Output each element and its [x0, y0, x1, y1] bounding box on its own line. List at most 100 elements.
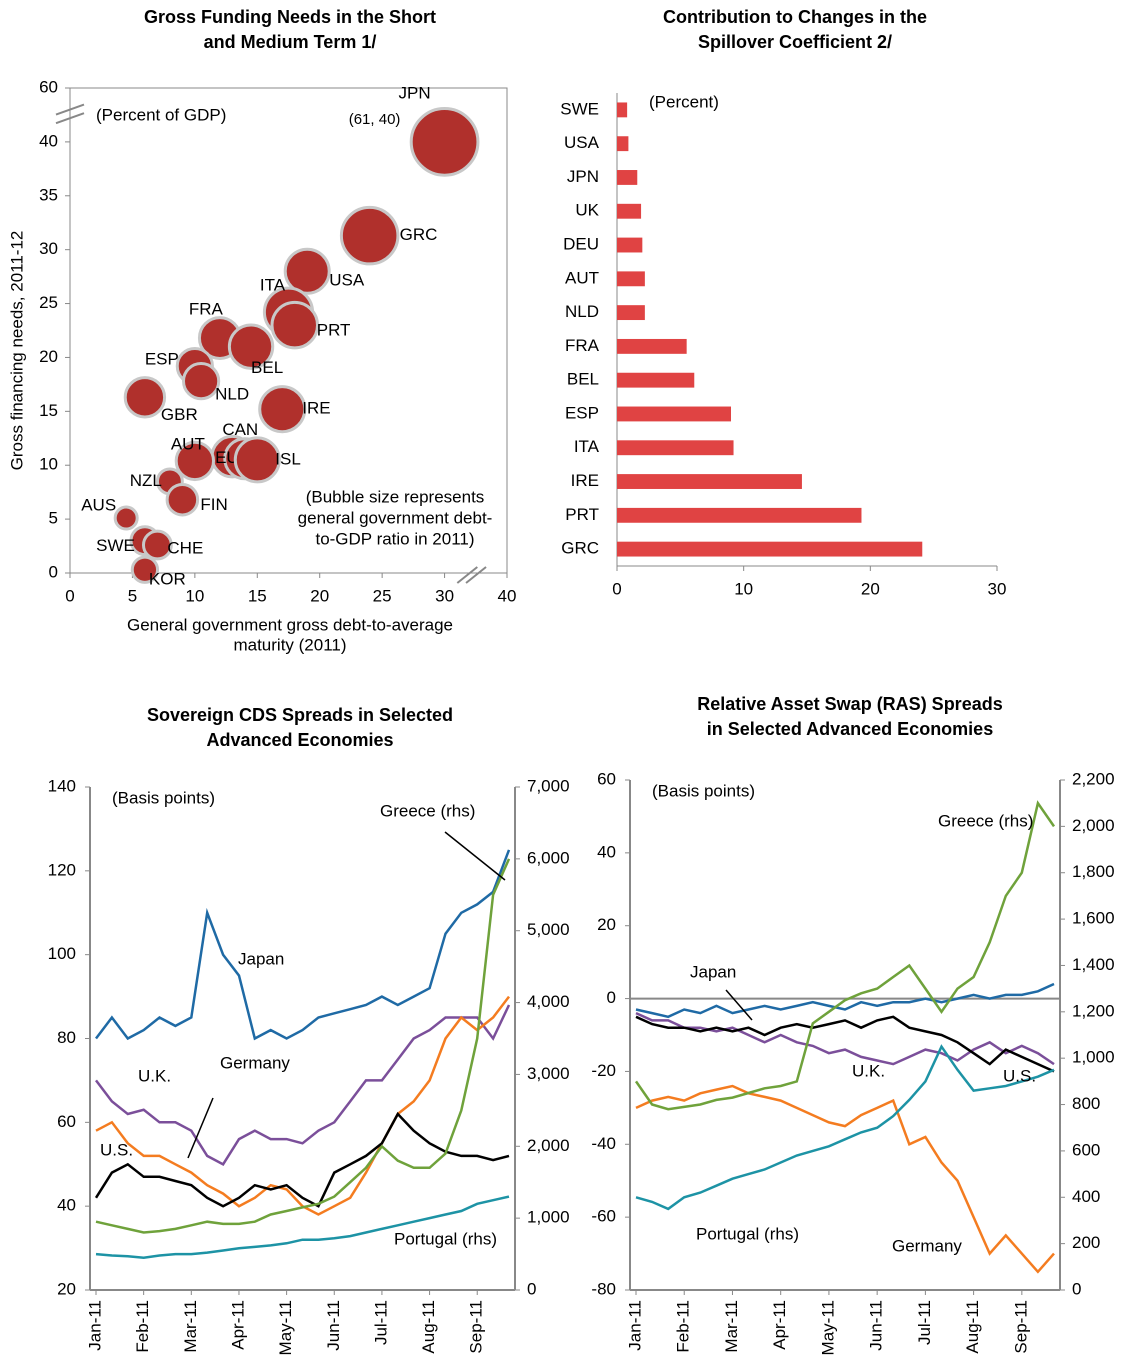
y2-tick-label: 1,000	[1072, 1048, 1115, 1067]
y-tick-label: 25	[39, 293, 58, 312]
y2-tick-label: 0	[1072, 1279, 1081, 1298]
bar	[617, 406, 731, 422]
bubble-label: JPN	[399, 83, 431, 102]
chart-title: and Medium Term 1/	[204, 32, 377, 52]
note: general government debt-	[298, 508, 493, 527]
bar	[617, 136, 629, 152]
bar	[617, 170, 638, 185]
x-tick-label: 0	[65, 586, 74, 605]
y2-tick-label: 2,200	[1072, 769, 1115, 788]
x-tick-label: Mar-11	[722, 1300, 741, 1353]
x-tick-label: Sep-11	[1011, 1300, 1030, 1354]
series-line	[635, 1044, 1055, 1211]
annotation: (Percent of GDP)	[96, 105, 226, 124]
y-tick-label: BEL	[567, 370, 599, 389]
leader-line	[725, 989, 753, 1021]
y-tick-label: 140	[48, 776, 76, 795]
y2-tick-label: 7,000	[527, 776, 570, 795]
bubble	[258, 385, 307, 434]
series-label: Portugal (rhs)	[394, 1229, 497, 1248]
x-tick-label: 10	[734, 579, 753, 598]
y-tick-label: 35	[39, 185, 58, 204]
series-label: U.S.	[1003, 1066, 1036, 1085]
y-tick-label: DEU	[563, 235, 599, 254]
y2-tick-label: 200	[1072, 1233, 1100, 1252]
series-label: Japan	[238, 949, 284, 968]
y2-tick-label: 800	[1072, 1094, 1100, 1113]
bubble-label: ISL	[275, 449, 301, 468]
x-tick-label: Mar-11	[181, 1300, 200, 1353]
bubble	[409, 107, 480, 177]
bar	[617, 237, 643, 253]
chart-title: Advanced Economies	[206, 730, 393, 750]
x-tick-label: 5	[128, 586, 137, 605]
y-tick-label: ESP	[565, 403, 599, 422]
bubble-label: FRA	[189, 300, 224, 319]
bar	[617, 102, 628, 118]
y2-tick-label: 600	[1072, 1140, 1100, 1159]
x-tick-label: Jun-11	[867, 1300, 886, 1351]
bubble	[270, 300, 319, 350]
note: to-GDP ratio in 2011)	[315, 529, 474, 548]
y-tick-label: AUT	[565, 268, 599, 287]
y-tick-label: 0	[49, 562, 58, 581]
axis-break	[55, 112, 85, 125]
annotation: (Percent)	[649, 92, 719, 111]
x-tick-label: Jun-11	[324, 1300, 343, 1351]
bar	[617, 271, 645, 287]
y-tick-label: USA	[564, 133, 600, 152]
series-label: Greece (rhs)	[938, 811, 1033, 830]
x-tick-label: May-11	[818, 1300, 837, 1355]
y2-tick-label: 1,600	[1072, 909, 1115, 928]
y2-tick-label: 2,000	[1072, 816, 1115, 835]
x-axis-title: maturity (2011)	[233, 635, 346, 654]
x-tick-label: 25	[373, 586, 392, 605]
bubble-label: CAN	[222, 420, 258, 439]
series-label: Germany	[892, 1236, 962, 1255]
series-line	[635, 1015, 1055, 1073]
y-tick-label: 20	[39, 347, 58, 366]
bar	[617, 338, 687, 354]
x-tick-label: Jul-11	[915, 1300, 934, 1345]
y2-tick-label: 6,000	[527, 848, 570, 867]
y-tick-label: GRC	[561, 539, 599, 558]
chart-title: Contribution to Changes in the	[663, 7, 927, 27]
y-tick-label: -60	[591, 1207, 616, 1226]
axis-break	[465, 566, 487, 584]
x-tick-label: 40	[498, 586, 517, 605]
chart-title: in Selected Advanced Economies	[707, 719, 993, 739]
y-tick-label: -80	[591, 1279, 616, 1298]
x-tick-label: 20	[310, 586, 329, 605]
bubble	[113, 505, 139, 531]
bubble-label: BEL	[251, 358, 283, 377]
series-line	[94, 1111, 510, 1208]
bubble-label: CHE	[167, 538, 203, 557]
y-tick-label: UK	[575, 201, 599, 220]
bubble-label: FIN	[200, 495, 227, 514]
y2-tick-label: 3,000	[527, 1064, 570, 1083]
series-line	[634, 800, 1056, 1111]
y-tick-label: IRE	[571, 471, 599, 490]
y-tick-label: 100	[48, 944, 76, 963]
bubble-label: USA	[329, 271, 365, 290]
y-tick-label: 80	[57, 1028, 76, 1047]
bubble-label: IRE	[302, 399, 330, 418]
series-line	[95, 1004, 511, 1166]
series-label: U.K.	[852, 1061, 885, 1080]
x-tick-label: 0	[612, 579, 621, 598]
x-tick-label: 10	[185, 586, 204, 605]
chart-title: Gross Funding Needs in the Short	[144, 7, 436, 27]
note: (Bubble size represents	[306, 487, 485, 506]
x-tick-label: Apr-11	[770, 1300, 789, 1350]
series-label: U.K.	[138, 1066, 171, 1085]
y2-tick-label: 1,200	[1072, 1001, 1115, 1020]
y-tick-label: 5	[49, 509, 58, 528]
x-tick-label: Feb-11	[674, 1300, 693, 1353]
bubble-label: KOR	[149, 569, 186, 588]
y-axis-title: Gross financing needs, 2011-12	[7, 231, 26, 471]
bubble-label: AUS	[81, 496, 116, 515]
x-tick-label: Feb-11	[133, 1300, 152, 1353]
y2-tick-label: 400	[1072, 1187, 1100, 1206]
y-tick-label: 40	[597, 842, 616, 861]
